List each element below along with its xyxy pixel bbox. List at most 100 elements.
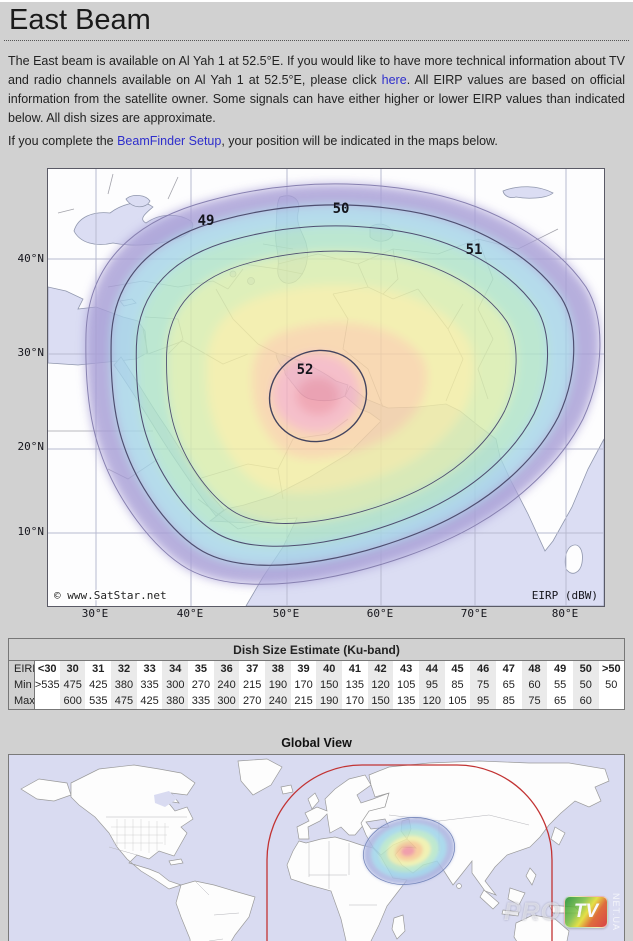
- table-cell: 120: [419, 693, 445, 710]
- here-link[interactable]: here: [381, 73, 407, 87]
- table-cell: [599, 693, 625, 710]
- table-cell: 40: [316, 660, 343, 677]
- page-top-edge: [0, 0, 633, 2]
- x-tick-label: 30°E: [81, 607, 109, 620]
- intro-text-2: . All EIRP values are based on official …: [8, 73, 625, 125]
- table-cell: 35: [194, 663, 208, 675]
- table-cell: 44: [419, 660, 445, 677]
- table-cell: 85: [502, 695, 515, 707]
- table-cell: 300: [162, 677, 189, 693]
- watermark-net-text: NET.UA: [611, 893, 621, 932]
- table-cell: 190: [265, 677, 291, 693]
- table-cell: 39: [297, 663, 310, 675]
- table-cell: 135: [345, 679, 365, 691]
- table-cell: 65: [502, 679, 515, 691]
- beam-coverage-map: 49 50 51 52 © www.SatStar.net EIRP (dBW): [47, 168, 605, 607]
- table-cell: 150: [316, 677, 343, 693]
- beamfinder-text-2: , your position will be indicated in the…: [221, 134, 498, 148]
- table-cell: [34, 693, 60, 710]
- contour-label-52: 52: [297, 362, 314, 378]
- x-tick-label: 80°E: [551, 607, 579, 620]
- table-cell: 46: [470, 660, 496, 677]
- beam-map-svg: 49 50 51 52 © www.SatStar.net EIRP (dBW): [48, 169, 604, 606]
- table-cell: 37: [246, 663, 259, 675]
- satellite-visibility-circle: [266, 764, 553, 941]
- x-tick-label: 70°E: [460, 607, 488, 620]
- watermark-tv-logo: TV: [564, 896, 608, 928]
- table-cell: 75: [470, 677, 496, 693]
- row-label: Min (cm): [8, 677, 35, 693]
- row-label: EIRP (dBW): [8, 660, 35, 677]
- table-cell: 38: [265, 660, 291, 677]
- table-cell: 270: [243, 695, 262, 707]
- table-cell: 41: [348, 663, 361, 675]
- table-cell: 300: [213, 693, 240, 710]
- lake-balkhash: [502, 186, 554, 199]
- beamfinder-text-1: If you complete the: [8, 134, 118, 148]
- table-cell: 32: [111, 660, 137, 677]
- table-cell: 425: [140, 695, 159, 707]
- title-divider: [4, 40, 629, 41]
- table-cell: 47: [502, 663, 515, 675]
- table-cell: 135: [396, 695, 416, 707]
- beam-footprint: [85, 183, 600, 585]
- table-cell: 105: [396, 679, 416, 691]
- global-view-map: PRO TV NET.UA: [8, 754, 625, 941]
- table-cell: 535: [89, 695, 108, 707]
- table-cell: 55: [553, 679, 567, 691]
- beam-contour-lines: [85, 183, 601, 585]
- sri-lanka: [564, 544, 583, 574]
- table-cell: 60: [572, 693, 599, 710]
- contour-label-49: 49: [198, 213, 215, 229]
- contour-labels: 49 50 51 52: [198, 201, 483, 378]
- table-cell: 475: [59, 677, 86, 693]
- table-cell: 270: [191, 679, 211, 691]
- table-cell: 335: [140, 679, 159, 691]
- y-tick-label: 40°N: [17, 252, 45, 265]
- table-cell: 190: [316, 693, 343, 710]
- table-cell: 65: [553, 695, 567, 707]
- table-row: Min (cm)>5354754253803353002702402151901…: [8, 677, 625, 693]
- table-cell: 170: [294, 679, 313, 691]
- table-cell: 50: [572, 677, 599, 693]
- table-cell: 50: [605, 679, 618, 691]
- global-beam-footprint: [362, 817, 456, 885]
- row-label: Max (cm): [8, 693, 35, 710]
- table-cell: 30: [59, 660, 86, 677]
- table-caption-row: Dish Size Estimate (Ku-band): [8, 638, 625, 661]
- eirp-units-label: EIRP (dBW): [532, 589, 598, 602]
- table-cell: 170: [345, 695, 365, 707]
- table-cell: 240: [213, 677, 240, 693]
- global-map-svg: [9, 755, 624, 941]
- table-cell: 33: [143, 663, 156, 675]
- table-cell: 48: [521, 660, 548, 677]
- contour-label-50: 50: [333, 201, 350, 217]
- table-cell: 120: [367, 677, 394, 693]
- table-cell: 215: [294, 695, 313, 707]
- table-cell: 85: [451, 679, 464, 691]
- dish-size-table: Dish Size Estimate (Ku-band) EIRP (dBW)<…: [8, 638, 625, 710]
- x-tick-label: 60°E: [366, 607, 394, 620]
- table-cell: 42: [367, 660, 394, 677]
- x-tick-label: 40°E: [176, 607, 204, 620]
- dish-table-body: Dish Size Estimate (Ku-band) EIRP (dBW)<…: [8, 638, 625, 710]
- usa-state-lines: [111, 819, 169, 853]
- table-cell: 31: [92, 663, 105, 675]
- table-cell: 60: [521, 677, 548, 693]
- intro-paragraph: The East beam is available on Al Yah 1 a…: [8, 52, 625, 128]
- table-cell: 36: [213, 660, 240, 677]
- table-cell: 95: [419, 677, 445, 693]
- table-cell: 380: [111, 677, 137, 693]
- y-tick-label: 20°N: [17, 440, 45, 453]
- table-cell: 380: [162, 693, 189, 710]
- table-cell: 50: [572, 660, 599, 677]
- table-cell: 105: [448, 695, 467, 707]
- sea-of-azov: [125, 195, 151, 208]
- beamfinder-setup-link[interactable]: BeamFinder Setup: [117, 134, 222, 148]
- table-cell: 75: [521, 693, 548, 710]
- watermark-pro-text: PRO: [503, 897, 561, 926]
- table-cell: 95: [470, 693, 496, 710]
- table-cell: 240: [265, 693, 291, 710]
